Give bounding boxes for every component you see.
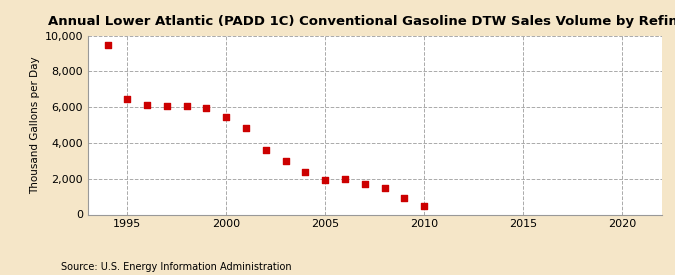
Point [340,177,350,181]
Point [280,159,291,163]
Point [122,97,133,101]
Point [102,42,113,47]
Y-axis label: Thousand Gallons per Day: Thousand Gallons per Day [30,56,40,194]
Point [399,196,410,200]
Point [359,182,370,187]
Point [320,177,331,182]
Point [201,106,212,110]
Point [261,148,271,152]
Point [240,126,251,130]
Point [161,104,172,109]
Point [300,170,310,174]
Point [418,204,429,208]
Point [379,185,390,190]
Point [221,115,232,119]
Point [182,104,192,109]
Title: Annual Lower Atlantic (PADD 1C) Conventional Gasoline DTW Sales Volume by Refine: Annual Lower Atlantic (PADD 1C) Conventi… [48,15,675,28]
Text: Source: U.S. Energy Information Administration: Source: U.S. Energy Information Administ… [61,262,292,272]
Point [142,103,153,108]
